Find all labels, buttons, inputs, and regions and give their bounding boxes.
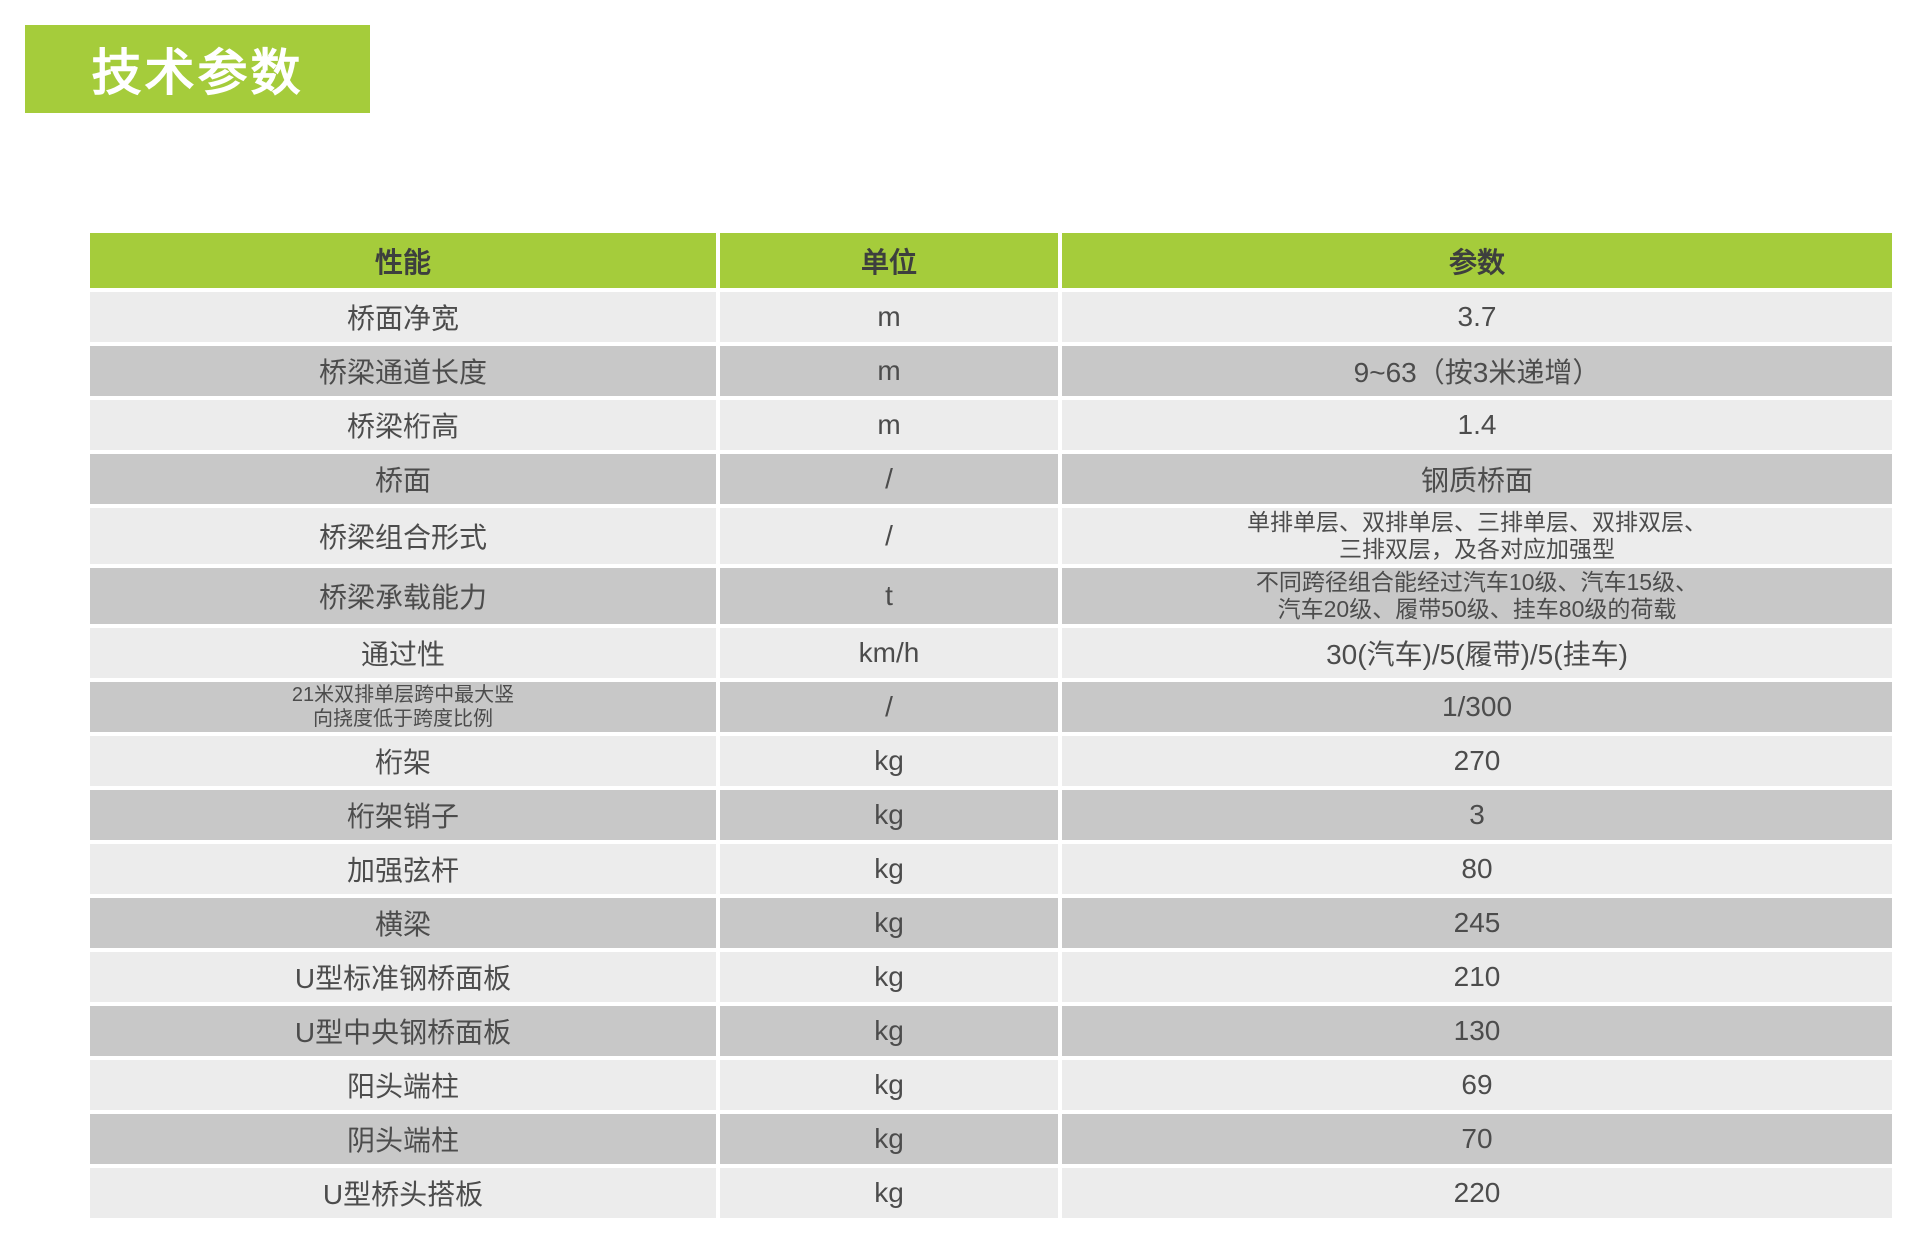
section-title: 技术参数 — [91, 45, 304, 101]
row-unit-cell: kg — [720, 952, 1058, 1002]
table-body: 桥面净宽 m 3.7 桥梁通道长度 m 9~63（按3米递增） 桥梁桁高 m 1.4 桥面 / 钢质桥… — [90, 292, 1892, 1218]
row-name-cell: 桥面净宽 — [90, 292, 716, 342]
row-name-cell: 桥梁通道长度 — [90, 346, 716, 396]
row-value-cell: 30(汽车)/5(履带)/5(挂车) — [1062, 628, 1892, 678]
row-value-cell: 70 — [1062, 1114, 1892, 1164]
table-row: 横梁 kg 245 — [90, 898, 1892, 948]
row-unit-cell: / — [720, 682, 1058, 732]
row-name-cell: 横梁 — [90, 898, 716, 948]
table-row: 通过性 km/h 30(汽车)/5(履带)/5(挂车) — [90, 628, 1892, 678]
row-name-cell: U型桥头搭板 — [90, 1168, 716, 1218]
table-row: 桥面 / 钢质桥面 — [90, 454, 1892, 504]
table-header-row: 性能 单位 参数 — [90, 233, 1892, 288]
row-value-cell: 270 — [1062, 736, 1892, 786]
row-unit-cell: t — [720, 568, 1058, 624]
row-value-cell: 130 — [1062, 1006, 1892, 1056]
row-unit-cell: km/h — [720, 628, 1058, 678]
row-value-cell: 1/300 — [1062, 682, 1892, 732]
row-value-cell: 不同跨径组合能经过汽车10级、汽车15级、 汽车20级、履带50级、挂车80级的… — [1062, 568, 1892, 624]
row-value-cell: 3.7 — [1062, 292, 1892, 342]
header-performance: 性能 — [90, 233, 716, 288]
table-row: 加强弦杆 kg 80 — [90, 844, 1892, 894]
row-value-cell: 80 — [1062, 844, 1892, 894]
row-name-cell: 桁架销子 — [90, 790, 716, 840]
row-name-cell: 加强弦杆 — [90, 844, 716, 894]
row-unit-cell: m — [720, 346, 1058, 396]
row-unit-cell: / — [720, 508, 1058, 564]
row-value-cell: 245 — [1062, 898, 1892, 948]
table-row: 桥梁承载能力 t 不同跨径组合能经过汽车10级、汽车15级、 汽车20级、履带50级… — [90, 568, 1892, 624]
row-unit-cell: kg — [720, 1006, 1058, 1056]
row-value-cell: 钢质桥面 — [1062, 454, 1892, 504]
tech-params-table: 性能 单位 参数 桥面净宽 m 3.7 桥梁通道长度 m 9~63（按3米递增） 桥梁桁高 m… — [86, 229, 1896, 1222]
table-row: 阳头端柱 kg 69 — [90, 1060, 1892, 1110]
row-unit-cell: kg — [720, 844, 1058, 894]
row-name-cell: 桥梁桁高 — [90, 400, 716, 450]
row-value-cell: 3 — [1062, 790, 1892, 840]
row-value-cell: 单排单层、双排单层、三排单层、双排双层、 三排双层，及各对应加强型 — [1062, 508, 1892, 564]
row-value-cell: 9~63（按3米递增） — [1062, 346, 1892, 396]
row-unit-cell: kg — [720, 736, 1058, 786]
row-value-cell: 1.4 — [1062, 400, 1892, 450]
table-row: 阴头端柱 kg 70 — [90, 1114, 1892, 1164]
table-row: U型中央钢桥面板 kg 130 — [90, 1006, 1892, 1056]
row-unit-cell: kg — [720, 898, 1058, 948]
row-name-cell: 阴头端柱 — [90, 1114, 716, 1164]
section-title-badge: 技术参数 — [25, 25, 370, 113]
row-name-cell: U型中央钢桥面板 — [90, 1006, 716, 1056]
table-row: 桁架 kg 270 — [90, 736, 1892, 786]
table-row: 桥梁桁高 m 1.4 — [90, 400, 1892, 450]
row-unit-cell: kg — [720, 1114, 1058, 1164]
row-name-cell: 通过性 — [90, 628, 716, 678]
row-name-cell: 桁架 — [90, 736, 716, 786]
row-name-cell: 桥梁组合形式 — [90, 508, 716, 564]
table-row: 桥梁组合形式 / 单排单层、双排单层、三排单层、双排双层、 三排双层，及各对应加强型 — [90, 508, 1892, 564]
row-name-cell: U型标准钢桥面板 — [90, 952, 716, 1002]
header-unit: 单位 — [720, 233, 1058, 288]
table-row: 桁架销子 kg 3 — [90, 790, 1892, 840]
row-unit-cell: kg — [720, 1168, 1058, 1218]
row-value-cell: 210 — [1062, 952, 1892, 1002]
table-row: 桥梁通道长度 m 9~63（按3米递增） — [90, 346, 1892, 396]
header-parameter: 参数 — [1062, 233, 1892, 288]
table-row: 21米双排单层跨中最大竖 向挠度低于跨度比例/1/300 — [90, 682, 1892, 732]
table-row: U型标准钢桥面板 kg 210 — [90, 952, 1892, 1002]
row-unit-cell: m — [720, 400, 1058, 450]
row-value-cell: 69 — [1062, 1060, 1892, 1110]
row-name-cell: 21米双排单层跨中最大竖 向挠度低于跨度比例 — [90, 682, 716, 732]
row-name-cell: 桥梁承载能力 — [90, 568, 716, 624]
row-unit-cell: m — [720, 292, 1058, 342]
table-row: 桥面净宽 m 3.7 — [90, 292, 1892, 342]
row-name-cell: 桥面 — [90, 454, 716, 504]
row-unit-cell: / — [720, 454, 1058, 504]
row-name-cell: 阳头端柱 — [90, 1060, 716, 1110]
row-value-cell: 220 — [1062, 1168, 1892, 1218]
table-row: U型桥头搭板 kg 220 — [90, 1168, 1892, 1218]
row-unit-cell: kg — [720, 790, 1058, 840]
row-unit-cell: kg — [720, 1060, 1058, 1110]
